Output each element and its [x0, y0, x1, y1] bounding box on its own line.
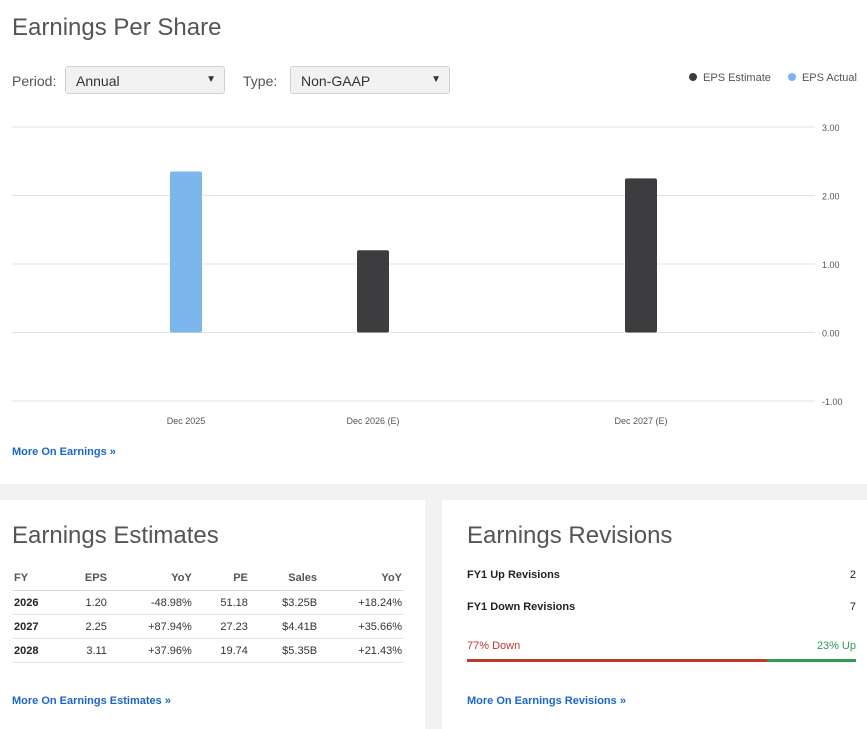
cell-fy: 2027 [12, 614, 63, 639]
col-fy: FY [12, 565, 63, 591]
revisions-title: Earnings Revisions [467, 522, 673, 549]
table-row: 2027 2.25 +87.94% 27.23 $4.41B +35.66% [12, 614, 404, 639]
down-revisions-row: FY1 Down Revisions 7 [467, 601, 856, 613]
table-row: 2026 1.20 -48.98% 51.18 $3.25B +18.24% [12, 590, 404, 615]
type-select[interactable]: Non-GAAP ▼ [290, 66, 450, 94]
up-segment [767, 659, 856, 662]
more-on-earnings-revisions-link[interactable]: More On Earnings Revisions » [467, 695, 626, 707]
up-revisions-label: FY1 Up Revisions [467, 569, 560, 581]
type-label: Type: [243, 73, 278, 89]
revisions-ratio-bar [467, 659, 856, 662]
up-revisions-value: 2 [849, 569, 856, 581]
x-tick-label: Dec 2027 (E) [614, 416, 667, 426]
period-select-value: Annual [76, 73, 120, 89]
cell-sales-yoy: +21.43% [319, 638, 404, 663]
more-on-earnings-estimates-link[interactable]: More On Earnings Estimates » [12, 695, 171, 707]
col-eps-yoy: YoY [108, 565, 194, 591]
col-pe: PE [193, 565, 250, 591]
y-tick-label: 3.00 [822, 123, 840, 133]
cell-eps-yoy: +37.96% [108, 638, 194, 663]
cell-pe: 19.74 [193, 638, 250, 663]
cell-pe: 27.23 [193, 614, 250, 639]
y-tick-label: -1.00 [822, 397, 843, 407]
eps-panel: Earnings Per Share Period: Annual ▼ Type… [0, 0, 867, 484]
cell-eps: 2.25 [62, 614, 109, 639]
table-row: 2028 3.11 +37.96% 19.74 $5.35B +21.43% [12, 638, 404, 663]
table-header-row: FY EPS YoY PE Sales YoY [12, 565, 404, 591]
eps-chart: 3.00 2.00 1.00 0.00 -1.00 Dec 2025 Dec 2026 (E… [12, 123, 843, 426]
up-revisions-row: FY1 Up Revisions 2 [467, 569, 856, 581]
legend-estimate[interactable]: EPS Estimate [689, 72, 771, 84]
chevron-down-icon: ▼ [431, 74, 441, 85]
cell-eps: 1.20 [62, 590, 109, 615]
estimates-title: Earnings Estimates [12, 522, 219, 549]
bar [625, 178, 657, 333]
dot-icon [689, 73, 698, 81]
x-tick-label: Dec 2026 (E) [346, 416, 399, 426]
legend-actual[interactable]: EPS Actual [787, 72, 857, 84]
dot-icon [787, 73, 796, 81]
period-label: Period: [12, 73, 57, 89]
more-on-earnings-link[interactable]: More On Earnings » [12, 446, 116, 458]
cell-sales: $5.35B [249, 638, 320, 663]
legend-estimate-label: EPS Estimate [703, 72, 771, 84]
cell-fy: 2026 [12, 590, 63, 615]
up-percent-label: 23% Up [816, 640, 856, 652]
cell-pe: 51.18 [193, 590, 250, 615]
legend-actual-label: EPS Actual [801, 72, 857, 84]
cell-eps-yoy: +87.94% [108, 614, 194, 639]
y-tick-label: 2.00 [822, 192, 840, 202]
down-revisions-value: 7 [849, 601, 856, 613]
down-revisions-label: FY1 Down Revisions [467, 601, 576, 613]
y-tick-label: 0.00 [822, 329, 840, 339]
bar [170, 171, 202, 333]
chevron-down-icon: ▼ [206, 74, 216, 85]
col-sales-yoy: YoY [319, 565, 404, 591]
type-select-value: Non-GAAP [301, 73, 371, 89]
cell-fy: 2028 [12, 638, 63, 663]
cell-sales-yoy: +18.24% [319, 590, 404, 615]
revisions-card: Earnings Revisions [442, 500, 867, 729]
eps-title: Earnings Per Share [12, 14, 222, 41]
down-percent-label: 77% Down [467, 640, 521, 652]
cell-eps-yoy: -48.98% [108, 590, 194, 615]
cell-sales-yoy: +35.66% [319, 614, 404, 639]
estimates-table: FY EPS YoY PE Sales YoY 2026 1.20 -48.98… [12, 565, 404, 663]
cell-eps: 3.11 [62, 638, 109, 663]
x-tick-label: Dec 2025 [167, 416, 206, 426]
cell-sales: $4.41B [249, 614, 320, 639]
period-select[interactable]: Annual ▼ [65, 66, 225, 94]
down-segment [467, 659, 767, 662]
col-eps: EPS [62, 565, 109, 591]
col-sales: Sales [249, 565, 320, 591]
y-tick-label: 1.00 [822, 260, 840, 270]
bar [357, 250, 389, 333]
chart-legend: EPS Estimate EPS Actual [675, 72, 857, 84]
cell-sales: $3.25B [249, 590, 320, 615]
